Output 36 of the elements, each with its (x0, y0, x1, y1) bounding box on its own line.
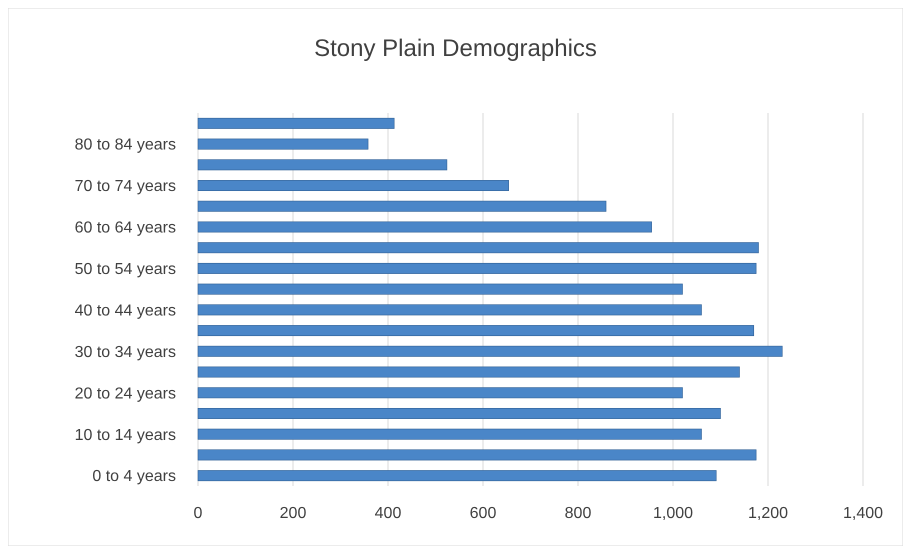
y-tick-label: 70 to 74 years (74, 178, 176, 196)
bar (198, 428, 702, 440)
y-tick-label: 30 to 34 years (74, 344, 176, 361)
x-tick-label: 1,000 (652, 505, 694, 522)
y-tick-label: 0 to 4 years (92, 468, 176, 486)
bar (198, 200, 606, 212)
bar (198, 159, 448, 170)
bar (198, 118, 394, 129)
bar (198, 325, 754, 336)
bar (198, 346, 783, 357)
bar (198, 180, 509, 192)
bar (198, 387, 683, 398)
bar (198, 304, 702, 316)
x-tick-label: 1,200 (748, 505, 788, 522)
y-tick-label: 80 to 84 years (74, 136, 176, 154)
bar (198, 449, 756, 460)
y-tick-label: 50 to 54 years (74, 261, 176, 278)
bar (198, 262, 756, 274)
bar (198, 470, 717, 482)
bar (198, 366, 740, 378)
y-tick-label: 60 to 64 years (74, 220, 176, 237)
bar (198, 221, 652, 232)
x-tick-label: 800 (564, 505, 592, 522)
x-tick-label: 600 (470, 505, 496, 522)
y-tick-label: 40 to 44 years (74, 302, 176, 320)
x-tick-label: 1,400 (842, 505, 884, 522)
y-tick-label: 10 to 14 years (74, 426, 176, 444)
chart-title: Stony Plain Demographics (314, 35, 597, 62)
bar (198, 242, 759, 254)
x-tick-label: 0 (194, 505, 203, 522)
bar (198, 284, 683, 295)
x-tick-label: 200 (280, 505, 306, 522)
x-tick-label: 400 (374, 505, 402, 522)
bar (198, 138, 368, 150)
bar (198, 408, 721, 419)
y-tick-label: 20 to 24 years (74, 385, 176, 402)
